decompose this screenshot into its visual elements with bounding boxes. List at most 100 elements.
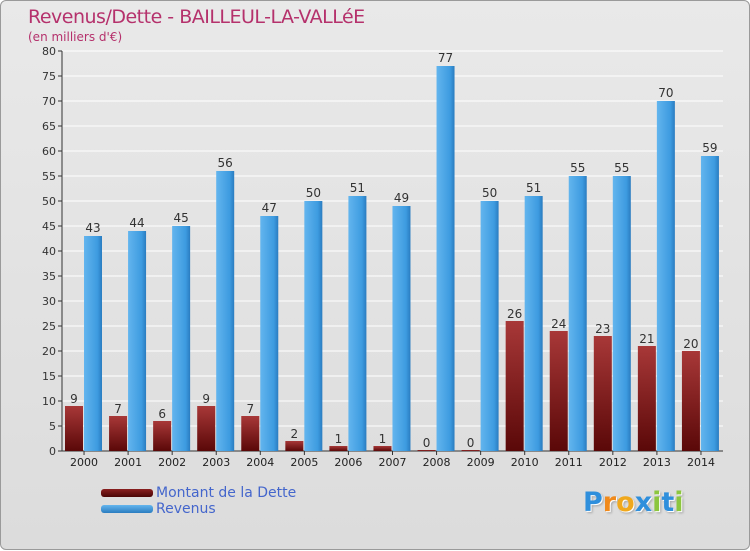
label-revenus-2011: 55	[570, 161, 585, 175]
label-dette-2004: 7	[246, 402, 254, 416]
y-tick-label: 65	[42, 120, 56, 133]
chart-title: Revenus/Dette - BAILLEUL-LA-VALLéE	[28, 6, 365, 28]
logo-letter: i	[652, 487, 662, 518]
bar-revenus-2014	[700, 156, 719, 451]
label-revenus-2003: 56	[218, 156, 233, 170]
y-tick-label: 40	[42, 245, 56, 258]
logo-letter: t	[661, 487, 675, 518]
label-dette-2007: 1	[379, 432, 387, 446]
label-dette-2005: 2	[291, 427, 299, 441]
bar-revenus-2009	[480, 201, 499, 451]
logo-letter: r	[602, 487, 617, 518]
bar-revenus-2000	[84, 236, 102, 451]
bar-revenus-2010	[524, 196, 543, 451]
label-dette-2006: 1	[335, 432, 343, 446]
y-tick-label: 10	[42, 395, 56, 408]
bar-revenus-2011	[568, 176, 587, 451]
x-tick-label: 2001	[114, 456, 142, 469]
x-tick-label: 2012	[599, 456, 627, 469]
label-dette-2011: 24	[551, 317, 566, 331]
bar-dette-2007	[373, 446, 392, 451]
legend-label-dette: Montant de la Dette	[156, 485, 297, 501]
label-dette-2000: 9	[70, 392, 78, 406]
label-revenus-2000: 43	[85, 221, 100, 235]
logo-letter: o	[616, 487, 635, 518]
x-tick-label: 2007	[379, 456, 407, 469]
bar-dette-2004	[241, 416, 260, 451]
bar-revenus-2004	[260, 216, 279, 451]
bar-revenus-2008	[436, 66, 455, 451]
label-dette-2001: 7	[114, 402, 122, 416]
y-tick-label: 70	[42, 95, 56, 108]
x-tick-label: 2008	[423, 456, 451, 469]
bar-dette-2005	[285, 441, 304, 451]
label-revenus-2008: 77	[438, 51, 453, 65]
x-tick-label: 2005	[290, 456, 318, 469]
y-tick-label: 80	[42, 45, 56, 58]
x-tick-label: 2011	[555, 456, 583, 469]
bar-dette-2002	[153, 421, 172, 451]
bar-revenus-2012	[612, 176, 631, 451]
label-revenus-2001: 44	[129, 216, 144, 230]
label-revenus-2009: 50	[482, 186, 497, 200]
bar-revenus-2001	[128, 231, 147, 451]
y-tick-label: 35	[42, 270, 56, 283]
y-tick-label: 30	[42, 295, 56, 308]
bar-revenus-2006	[348, 196, 367, 451]
label-dette-2008: 0	[423, 436, 431, 450]
data-labels: 9 43 7 44 6 45 9 56 7 47 2 50 1 51 1 49 0 77 0 50 26 51 24 55 23…	[70, 51, 717, 450]
x-tick-label: 2003	[202, 456, 230, 469]
y-tick-label: 45	[42, 220, 56, 233]
y-tick-label: 15	[42, 370, 56, 383]
legend-swatch-revenus	[101, 505, 153, 513]
label-revenus-2002: 45	[173, 211, 188, 225]
logo-letter: x	[634, 487, 653, 518]
label-revenus-2005: 50	[306, 186, 321, 200]
bars	[65, 66, 719, 451]
legend-swatch-dette	[101, 489, 153, 497]
bar-revenus-2003	[216, 171, 235, 451]
y-tick-label: 55	[42, 170, 56, 183]
bar-revenus-2002	[172, 226, 191, 451]
label-dette-2012: 23	[595, 322, 610, 336]
bar-dette-2011	[549, 331, 568, 451]
legend-label-revenus: Revenus	[156, 501, 216, 517]
bar-dette-2000	[65, 406, 83, 451]
bar-revenus-2013	[656, 101, 675, 451]
bar-dette-2012	[593, 336, 612, 451]
y-tick-label: 5	[49, 420, 56, 433]
bar-dette-2006	[329, 446, 348, 451]
x-tick-label: 2004	[246, 456, 274, 469]
label-dette-2002: 6	[158, 407, 166, 421]
y-tick-label: 20	[42, 345, 56, 358]
y-tick-label: 60	[42, 145, 56, 158]
bar-dette-2001	[109, 416, 128, 451]
bar-dette-2008	[417, 450, 436, 451]
bar-dette-2010	[505, 321, 524, 451]
y-tick-label: 75	[42, 70, 56, 83]
y-tick-label: 25	[42, 320, 56, 333]
label-revenus-2012: 55	[614, 161, 629, 175]
x-tick-label: 2006	[334, 456, 362, 469]
label-dette-2014: 20	[683, 337, 698, 351]
bar-dette-2013	[637, 346, 656, 451]
proxiti-logo: Proxiti	[583, 487, 684, 518]
bar-revenus-2007	[392, 206, 411, 451]
label-revenus-2010: 51	[526, 181, 541, 195]
x-tick-label: 2014	[687, 456, 715, 469]
bar-dette-2014	[681, 351, 700, 451]
label-revenus-2006: 51	[350, 181, 365, 195]
logo-letter: i	[674, 487, 684, 518]
x-tick-label: 2009	[467, 456, 495, 469]
label-dette-2010: 26	[507, 307, 522, 321]
x-tick-label: 2010	[511, 456, 539, 469]
x-tick-label: 2000	[70, 456, 98, 469]
label-dette-2003: 9	[202, 392, 210, 406]
label-revenus-2007: 49	[394, 191, 409, 205]
label-revenus-2013: 70	[658, 86, 673, 100]
label-dette-2009: 0	[467, 436, 475, 450]
logo-letter: P	[583, 487, 603, 518]
